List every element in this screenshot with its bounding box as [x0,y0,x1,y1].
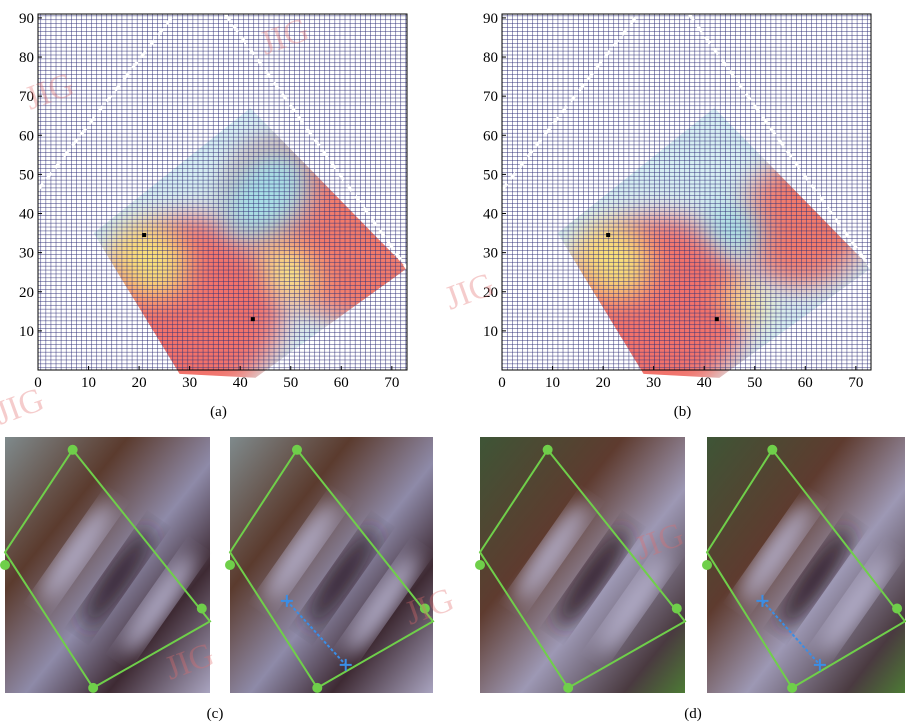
x-tick-label: 20 [596,375,611,391]
y-tick-label: 70 [483,89,498,105]
y-tick-label: 10 [483,324,498,340]
photo [702,437,905,693]
marker [606,233,610,237]
x-tick-label: 10 [545,375,560,391]
x-tick-label: 30 [182,375,197,391]
x-tick-label: 50 [283,375,298,391]
x-tick-label: 60 [798,375,813,391]
photo-label: (d) [684,706,702,722]
corner-arrow [767,445,777,455]
x-tick-label: 40 [697,375,712,391]
y-tick-label: 90 [19,11,34,27]
x-tick-label: 50 [747,375,762,391]
x-tick-label: 0 [498,375,506,391]
y-tick-label: 40 [483,207,498,223]
y-tick-label: 20 [19,285,34,301]
corner-arrow [197,604,207,614]
corner-arrow [68,445,78,455]
photo [225,437,433,693]
corner-arrow [702,560,712,570]
marker [142,233,146,237]
grid [502,14,871,370]
watermark: JIG [440,266,499,318]
figure: 010203040506070102030405060708090(a)0102… [0,0,906,723]
x-tick-label: 10 [81,375,96,391]
photo-label: (c) [207,706,224,722]
corner-arrow [88,683,98,693]
x-tick-label: 20 [132,375,147,391]
x-tick-label: 60 [334,375,349,391]
y-tick-label: 80 [483,50,498,66]
corner-arrow [0,560,10,570]
y-tick-label: 50 [19,167,34,183]
corner-arrow [543,445,553,455]
y-tick-label: 50 [483,167,498,183]
y-tick-label: 30 [483,246,498,262]
panel-label: (b) [674,404,692,420]
x-tick-label: 70 [848,375,863,391]
corner-arrow [672,604,682,614]
y-tick-label: 80 [19,50,34,66]
y-tick-label: 30 [19,246,34,262]
corner-arrow [475,560,485,570]
corner-arrow [563,683,573,693]
y-tick-label: 10 [19,324,34,340]
y-tick-label: 60 [19,128,34,144]
corner-arrow [787,683,797,693]
corner-arrow [225,560,235,570]
panel-label: (a) [210,404,227,420]
photo [475,437,685,693]
corner-arrow [312,683,322,693]
marker [251,317,255,321]
y-tick-label: 90 [483,11,498,27]
marker [715,317,719,321]
x-tick-label: 70 [384,375,399,391]
y-tick-label: 40 [19,207,34,223]
corner-arrow [892,604,902,614]
grid [38,14,407,370]
y-tick-label: 60 [483,128,498,144]
x-tick-label: 40 [233,375,248,391]
corner-arrow [292,445,302,455]
x-tick-label: 30 [646,375,661,391]
